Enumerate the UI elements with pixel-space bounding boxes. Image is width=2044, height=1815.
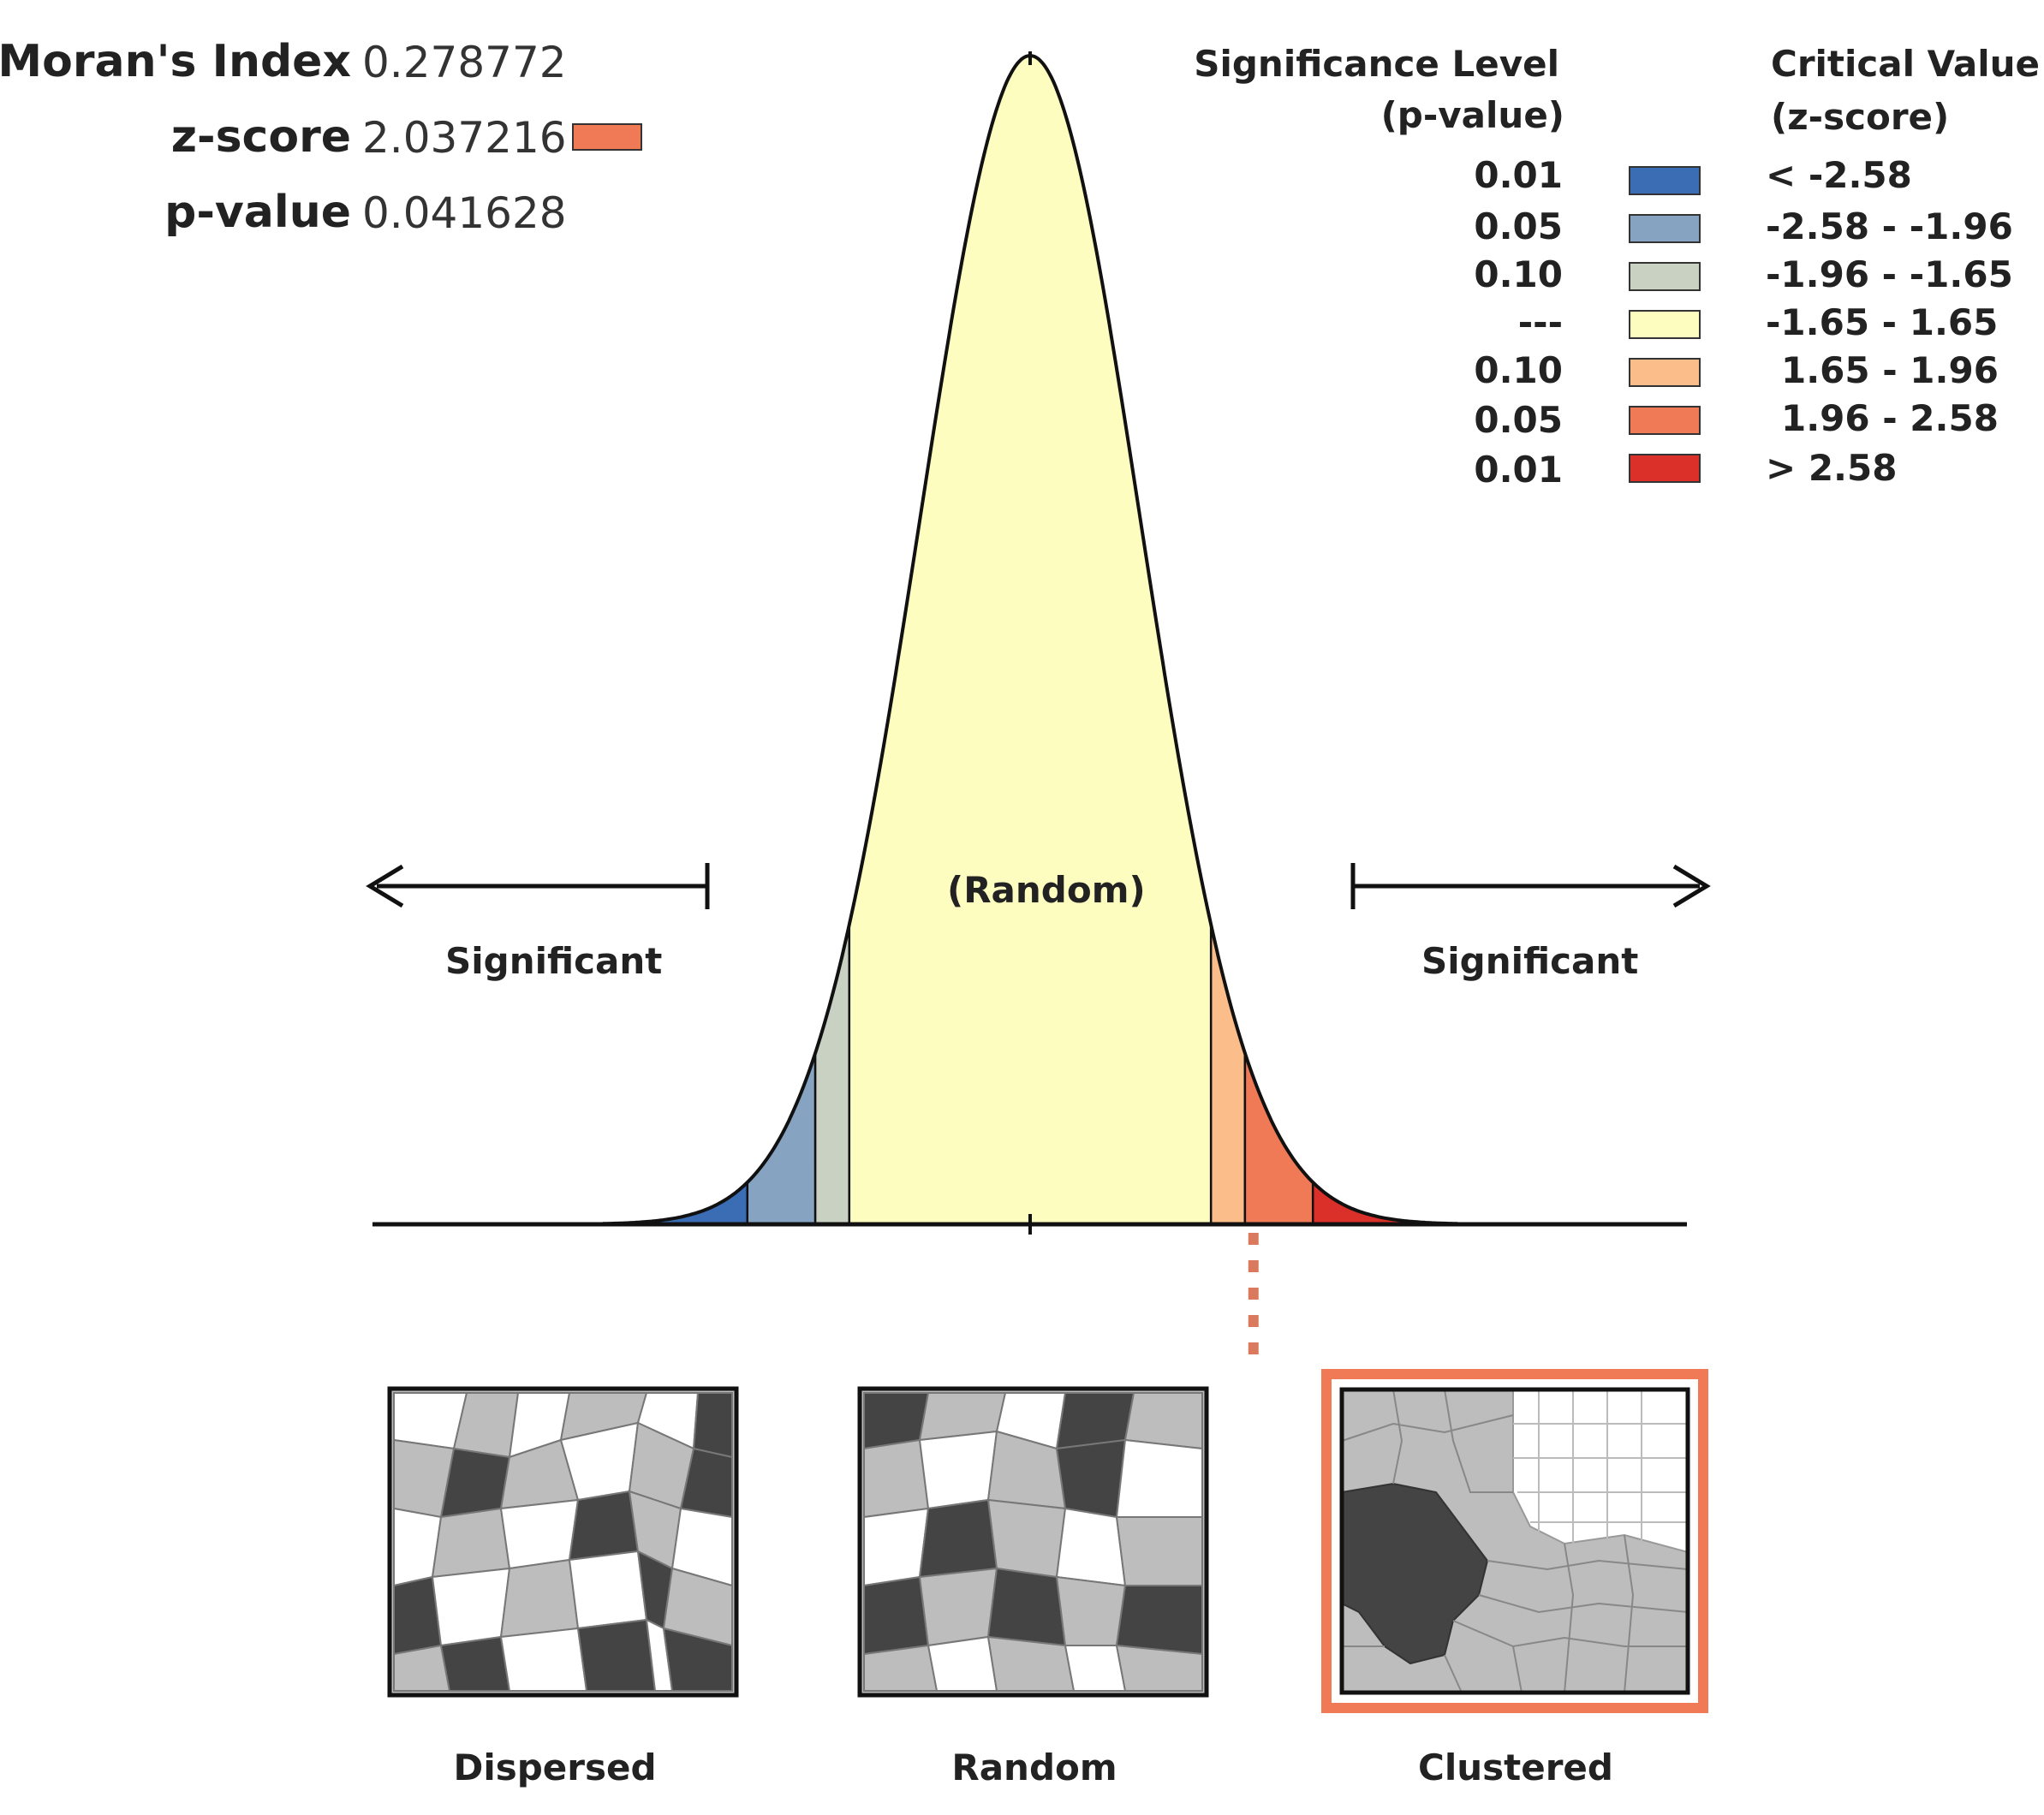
- legend-swatch: [1629, 310, 1701, 339]
- legend-p-value: 0.01: [1474, 449, 1563, 491]
- random-pattern-label: Random: [951, 1747, 1117, 1788]
- significance-level-header: Significance Level: [1194, 43, 1559, 85]
- legend-z-range: < -2.58: [1766, 154, 1912, 196]
- legend-swatch: [1629, 262, 1701, 291]
- legend-swatch: [1629, 406, 1701, 435]
- legend-z-range: 1.65 - 1.96: [1781, 349, 1999, 391]
- legend-swatch: [1629, 214, 1701, 243]
- legend-z-range: -1.96 - -1.65: [1766, 253, 2013, 295]
- legend-swatch: [1629, 454, 1701, 483]
- band-196-165: [813, 924, 851, 1226]
- p-value-value: 0.041628: [362, 188, 567, 238]
- legend-swatch: [1629, 358, 1701, 387]
- significance-level-subheader: (p-value): [1380, 94, 1564, 136]
- legend-swatch: [1629, 166, 1701, 195]
- legend-p-value: 0.01: [1474, 154, 1563, 196]
- moran-index-value: 0.278772: [362, 38, 567, 87]
- left-significant-label: Significant: [445, 940, 663, 982]
- z-score-result-swatch: [572, 123, 642, 151]
- legend-z-range: -1.65 - 1.65: [1766, 301, 1999, 343]
- dispersed-label: Dispersed: [453, 1747, 657, 1788]
- clustered-label: Clustered: [1418, 1747, 1613, 1788]
- left-significance-arrow: [366, 863, 710, 909]
- z-score-label: z-score: [170, 111, 351, 163]
- right-significance-arrow: [1350, 863, 1711, 909]
- legend-p-value: 0.10: [1474, 253, 1563, 295]
- curve-bands: [601, 54, 1459, 1226]
- critical-value-subheader: (z-score): [1771, 96, 1950, 138]
- critical-value-header: Critical Value: [1771, 43, 2040, 85]
- random-curve-label: (Random): [947, 869, 1146, 911]
- legend-z-range: 1.96 - 2.58: [1781, 397, 1999, 439]
- p-value-label: p-value: [164, 187, 351, 238]
- dispersed-thumbnail: [387, 1386, 739, 1698]
- legend-p-value: 0.05: [1474, 205, 1563, 247]
- legend-p-value: 0.10: [1474, 349, 1563, 391]
- band-165-196: [1209, 924, 1247, 1226]
- clustered-thumbnail: [1321, 1369, 1708, 1713]
- moran-index-label: Moran's Index: [0, 36, 351, 87]
- right-significant-label: Significant: [1421, 940, 1639, 982]
- random-thumbnail: [857, 1386, 1209, 1698]
- legend-z-range: > 2.58: [1766, 447, 1898, 489]
- band-random: [848, 54, 1213, 1226]
- legend-p-value: ---: [1517, 301, 1563, 343]
- legend-p-value: 0.05: [1474, 399, 1563, 441]
- legend-z-range: -2.58 - -1.96: [1766, 205, 2013, 247]
- z-score-value: 2.037216: [362, 113, 567, 163]
